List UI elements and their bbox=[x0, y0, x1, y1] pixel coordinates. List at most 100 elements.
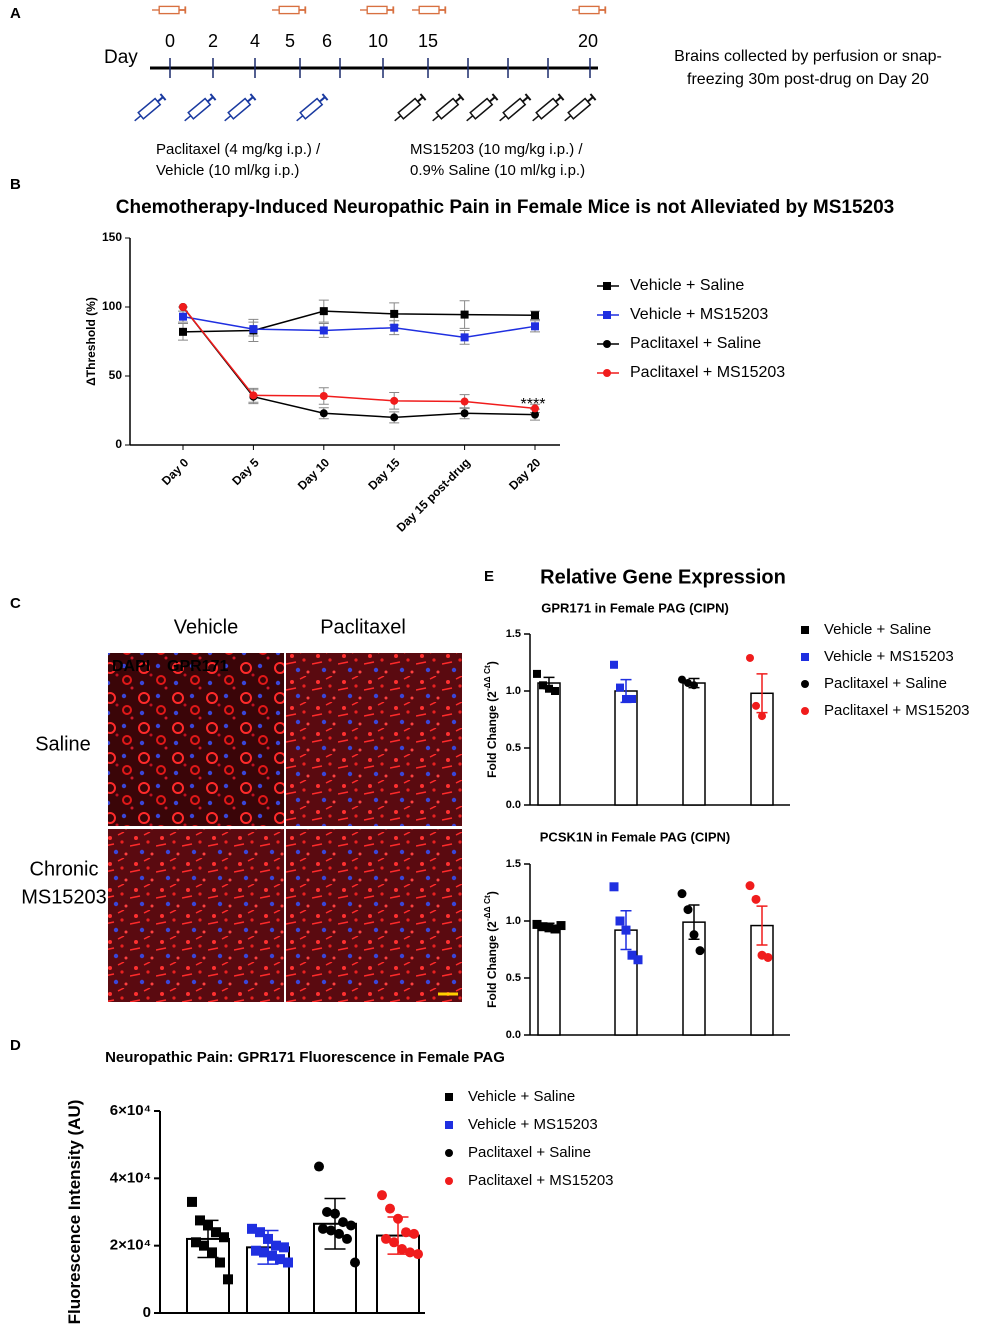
data-point bbox=[350, 1257, 360, 1268]
syringe-body bbox=[137, 97, 162, 120]
syringe-needle bbox=[466, 115, 474, 122]
syringe-icon bbox=[532, 93, 565, 122]
data-point bbox=[460, 310, 469, 319]
syringe-cap bbox=[557, 93, 565, 101]
legend-label: Vehicle + Saline bbox=[468, 1088, 575, 1105]
y-tick-label: 1.0 bbox=[506, 685, 521, 697]
syringe-icon bbox=[432, 93, 465, 122]
stain-label: DAPI bbox=[112, 658, 150, 675]
syringe-plunger bbox=[417, 96, 424, 103]
syringe-icon bbox=[499, 93, 532, 122]
note-text: Brains collected by perfusion or snap- bbox=[674, 48, 942, 65]
error-bar bbox=[324, 1197, 346, 1250]
data-point bbox=[628, 694, 636, 703]
syringe-cap bbox=[457, 93, 465, 101]
day-number: 20 bbox=[578, 31, 598, 51]
note-text: freezing 30m post-drug on Day 20 bbox=[687, 71, 929, 88]
syringe-needle bbox=[532, 115, 540, 122]
legend-label: Paclitaxel + Saline bbox=[824, 675, 947, 692]
error-bar bbox=[387, 1216, 409, 1255]
y-tick-label: 0.5 bbox=[506, 742, 521, 754]
syringe-body bbox=[567, 97, 592, 120]
legend-marker bbox=[445, 1177, 453, 1185]
micrograph bbox=[286, 829, 462, 1002]
day-number: 6 bbox=[322, 31, 332, 51]
legend-label: Paclitaxel + Saline bbox=[468, 1144, 591, 1161]
y-axis-label-text: Fluorescence Intensity (AU) bbox=[65, 1100, 84, 1325]
y-tick-label: 0 bbox=[115, 437, 122, 451]
y-tick-label: 50 bbox=[109, 368, 123, 382]
data-point bbox=[610, 660, 618, 669]
data-point bbox=[531, 410, 539, 419]
panel-letter: E bbox=[484, 568, 494, 585]
syringe-body bbox=[469, 97, 494, 120]
data-point bbox=[633, 955, 643, 965]
syringe-body bbox=[227, 97, 252, 120]
x-tick-label: Day 15 bbox=[365, 455, 402, 492]
data-point bbox=[460, 397, 469, 406]
data-point bbox=[531, 404, 539, 413]
bar bbox=[682, 682, 706, 806]
micrograph bbox=[108, 829, 284, 1002]
syringe-icon bbox=[296, 93, 329, 122]
syringe-needle bbox=[134, 115, 142, 122]
syringe-body bbox=[397, 97, 422, 120]
data-point bbox=[279, 1242, 289, 1253]
syringe-body bbox=[535, 97, 560, 120]
chart-title: PCSK1N in Female PAG (CIPN) bbox=[540, 829, 730, 844]
data-point bbox=[531, 311, 539, 320]
y-tick-label: 2×10⁴ bbox=[110, 1237, 151, 1254]
data-point bbox=[251, 1245, 261, 1256]
error-bar bbox=[756, 905, 768, 946]
day-number: 10 bbox=[368, 31, 388, 51]
treatment-text: Paclitaxel (4 mg/kg i.p.) / bbox=[156, 141, 321, 158]
data-point bbox=[179, 303, 187, 311]
syringe-body bbox=[578, 5, 600, 15]
syringe-needle bbox=[224, 115, 232, 122]
syringe-icon bbox=[224, 93, 257, 122]
data-point bbox=[275, 1254, 285, 1265]
y-tick-label: 0.0 bbox=[506, 799, 521, 811]
data-point bbox=[683, 905, 693, 915]
data-point bbox=[390, 309, 399, 318]
data-point bbox=[255, 1227, 265, 1238]
data-point bbox=[319, 307, 328, 316]
error-bar bbox=[257, 1229, 279, 1265]
data-point bbox=[211, 1227, 221, 1238]
y-axis-label-superscript: -ΔΔ Ct bbox=[482, 895, 492, 921]
legend-label: Vehicle + MS15203 bbox=[468, 1116, 598, 1133]
data-point bbox=[405, 1247, 415, 1258]
bar bbox=[537, 682, 561, 806]
data-point bbox=[346, 1220, 356, 1231]
syringe-body bbox=[278, 5, 300, 15]
row-label: Saline bbox=[35, 733, 91, 755]
syringe-plunger bbox=[455, 96, 462, 103]
data-point bbox=[389, 1237, 399, 1248]
legend-marker bbox=[603, 369, 611, 377]
syringe-icon bbox=[134, 93, 167, 122]
y-tick-label: 0.0 bbox=[506, 1029, 521, 1041]
data-point bbox=[249, 325, 258, 334]
data-point bbox=[752, 701, 760, 710]
data-point bbox=[409, 1228, 419, 1239]
bar bbox=[537, 925, 561, 1036]
x-tick-label: Day 10 bbox=[295, 455, 332, 492]
row-label: Chronic bbox=[30, 858, 99, 880]
data-point bbox=[695, 946, 705, 956]
panel-letter: C bbox=[10, 595, 21, 612]
syringe-body bbox=[502, 97, 527, 120]
error-bar bbox=[688, 904, 700, 940]
legend-label: Vehicle + Saline bbox=[630, 277, 744, 294]
data-point bbox=[207, 1247, 217, 1258]
data-point bbox=[678, 675, 686, 684]
syringe-cap bbox=[524, 93, 532, 101]
data-point bbox=[385, 1203, 395, 1214]
y-tick-label: 0.5 bbox=[506, 972, 521, 984]
syringe-needle bbox=[499, 115, 507, 122]
x-tick-label: Day 0 bbox=[159, 455, 192, 488]
data-point bbox=[390, 413, 399, 422]
legend-marker bbox=[445, 1093, 453, 1101]
legend-label: Paclitaxel + Saline bbox=[630, 335, 761, 352]
legend-marker bbox=[603, 282, 611, 290]
stain-label: GPR171 bbox=[167, 658, 228, 675]
